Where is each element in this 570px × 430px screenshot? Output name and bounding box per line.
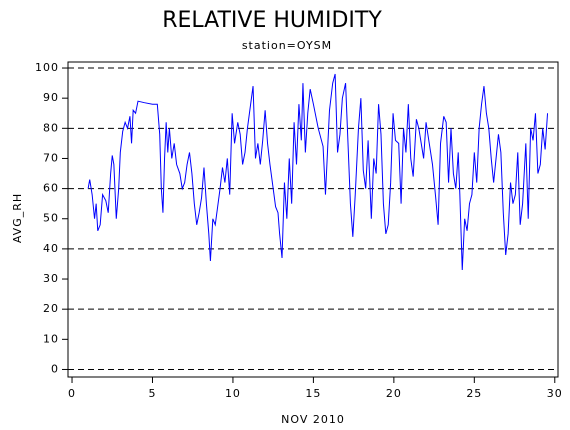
y-tick-label: 80 xyxy=(43,121,59,134)
y-tick-label: 50 xyxy=(43,212,59,225)
y-tick-label: 100 xyxy=(35,61,59,74)
chart-title: RELATIVE HUMIDITY xyxy=(162,8,382,33)
x-tick-label: 30 xyxy=(547,387,563,400)
x-axis-label: NOV 2010 xyxy=(281,413,345,426)
x-tick-label: 15 xyxy=(305,387,321,400)
y-tick-label: 30 xyxy=(43,272,59,285)
y-axis-label: AVG_RH xyxy=(11,193,24,243)
y-tick-label: 70 xyxy=(43,151,59,164)
y-tick-label: 90 xyxy=(43,91,59,104)
chart-subtitle: station=OYSM xyxy=(242,39,332,52)
x-tick-label: 25 xyxy=(466,387,482,400)
plot-frame xyxy=(67,61,559,378)
x-tick-label: 20 xyxy=(386,387,402,400)
x-tick-label: 10 xyxy=(225,387,241,400)
y-tick-label: 0 xyxy=(51,362,59,375)
x-tick-label: 0 xyxy=(68,387,76,400)
y-tick-label: 10 xyxy=(43,332,59,345)
y-tick-label: 20 xyxy=(43,302,59,315)
x-tick-label: 5 xyxy=(148,387,156,400)
data-line xyxy=(87,73,549,271)
y-tick-label: 40 xyxy=(43,242,59,255)
y-tick-label: 60 xyxy=(43,182,59,195)
